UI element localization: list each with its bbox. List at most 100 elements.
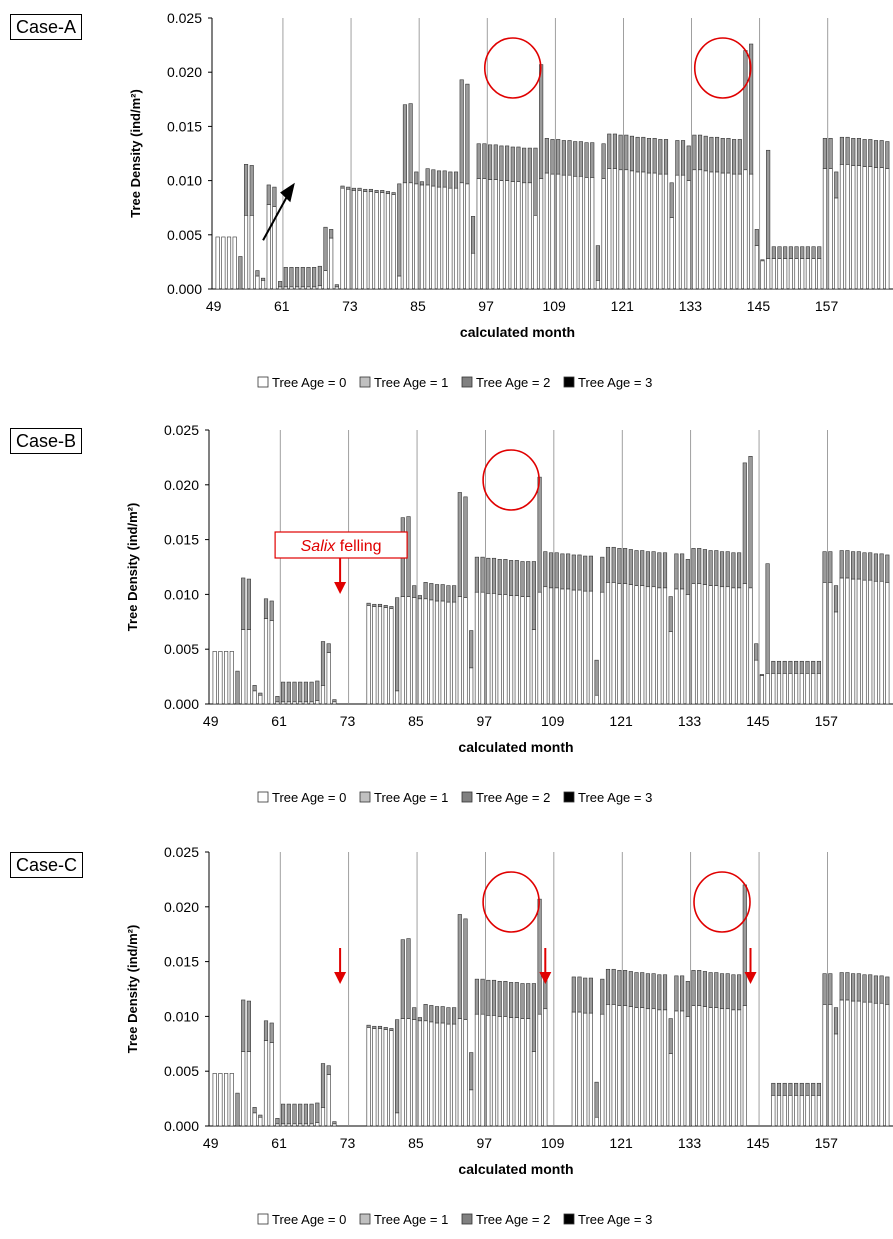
bar-age-1	[851, 551, 856, 580]
bar-age-1	[742, 884, 747, 1006]
bar-age-0	[777, 258, 782, 290]
bar-age-0	[212, 1073, 217, 1127]
bar-age-1	[377, 1025, 383, 1029]
chart-panel-case-c: Case-C 49 61 73 85 97 109 121 133 145 157 0.000 0.0…	[0, 836, 893, 1234]
x-tick-label: 157	[815, 1135, 839, 1151]
bar-age-1	[862, 139, 867, 167]
y-tick-label: 0.005	[164, 641, 199, 657]
bar-age-1	[811, 660, 816, 674]
bar-age-0	[488, 179, 493, 290]
bar-age-1	[725, 551, 730, 588]
bar-age-0	[408, 182, 413, 290]
bar-age-0	[588, 1012, 593, 1127]
red-arrow-head	[334, 582, 347, 594]
bar-age-1	[669, 182, 674, 218]
bar-age-1	[527, 147, 532, 184]
bar-age-0	[463, 597, 468, 705]
bar-age-0	[503, 1016, 508, 1127]
bar-age-0	[634, 585, 639, 705]
bar-age-1	[573, 141, 578, 177]
bar-age-0	[286, 701, 291, 705]
bar-age-0	[434, 600, 440, 705]
bar-age-0	[397, 275, 402, 290]
bar-age-1	[457, 914, 462, 1019]
bar-age-0	[391, 194, 396, 290]
bar-age-0	[372, 1028, 377, 1127]
bar-age-0	[246, 629, 251, 705]
bar-age-0	[429, 1021, 434, 1127]
bar-age-1	[817, 246, 822, 259]
bar-age-1	[252, 685, 257, 692]
bar-age-1	[651, 551, 656, 588]
bar-age-0	[480, 1013, 485, 1127]
bar-age-1	[697, 548, 702, 584]
bar-age-0	[584, 177, 589, 290]
bar-age-1	[702, 971, 707, 1007]
bar-age-0	[805, 258, 810, 290]
red-arrow-head	[744, 972, 757, 984]
bar-age-0	[862, 579, 867, 705]
red-arrow-head	[334, 972, 347, 984]
bar-age-0	[452, 1023, 457, 1127]
bar-age-0	[573, 175, 578, 290]
bar-age-0	[583, 590, 588, 705]
chart-svg: 49 61 73 85 97 109 121 133 145 157 0.000 0.005 0.010…	[125, 844, 893, 1227]
bar-age-0	[680, 174, 686, 290]
bar-age-0	[799, 1095, 804, 1127]
x-tick-label: 49	[203, 1135, 219, 1151]
bar-age-0	[417, 1020, 422, 1127]
x-axis-title: calculated month	[460, 324, 575, 340]
bar-age-0	[668, 1053, 673, 1127]
bar-age-0	[567, 174, 572, 290]
bar-age-0	[474, 591, 479, 705]
bar-age-1	[737, 552, 742, 589]
bar-age-1	[505, 145, 510, 181]
bar-age-1	[788, 246, 793, 259]
legend-swatch	[563, 791, 575, 803]
bar-age-0	[457, 596, 462, 705]
bar-age-1	[385, 191, 390, 194]
bar-age-0	[868, 579, 873, 705]
bar-age-0	[811, 673, 816, 705]
bar-age-0	[531, 1051, 536, 1127]
bar-age-0	[395, 1112, 400, 1127]
bar-age-1	[452, 1007, 457, 1025]
bar-age-1	[635, 136, 640, 173]
bar-age-1	[374, 190, 379, 193]
bar-age-0	[448, 187, 453, 290]
bar-age-1	[685, 559, 690, 595]
bar-age-0	[595, 280, 600, 290]
bar-age-0	[548, 587, 554, 705]
bar-age-0	[685, 1016, 690, 1127]
bar-age-0	[229, 1073, 234, 1127]
bar-age-1	[470, 216, 476, 254]
bar-age-1	[776, 660, 782, 674]
bar-age-1	[856, 973, 861, 1002]
legend-swatch	[257, 791, 269, 803]
bar-age-1	[715, 136, 720, 173]
bar-age-1	[281, 681, 286, 703]
bar-age-0	[463, 1019, 468, 1127]
bar-age-1	[372, 603, 377, 607]
bar-age-1	[611, 546, 616, 583]
bar-age-0	[782, 1095, 787, 1127]
x-tick-label: 61	[271, 1135, 287, 1151]
bar-age-1	[868, 552, 873, 581]
bar-age-1	[623, 548, 628, 584]
bar-age-0	[556, 173, 561, 290]
bar-age-1	[805, 660, 810, 674]
bar-age-1	[697, 970, 702, 1006]
bar-age-1	[594, 1081, 599, 1118]
bar-age-0	[577, 1011, 582, 1127]
bar-age-1	[839, 972, 844, 1001]
bar-age-1	[303, 1103, 308, 1125]
case-label: Case-A	[10, 14, 83, 40]
bar-age-1	[269, 1022, 274, 1044]
bar-age-0	[315, 1122, 320, 1127]
bar-age-1	[332, 699, 337, 703]
bar-age-0	[243, 214, 249, 290]
bar-age-1	[885, 554, 890, 583]
y-tick-label: 0.010	[167, 173, 202, 189]
bar-age-1	[406, 938, 411, 1019]
bar-age-1	[839, 136, 844, 165]
